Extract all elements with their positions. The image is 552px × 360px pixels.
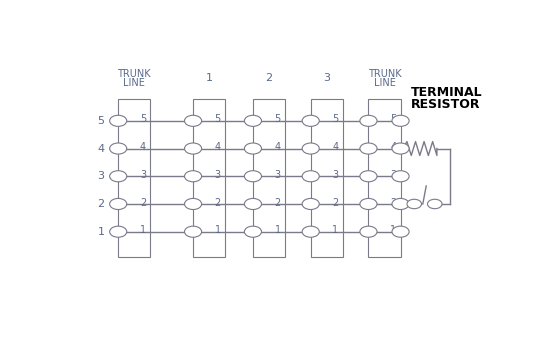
Circle shape bbox=[245, 198, 262, 210]
Text: 3: 3 bbox=[275, 170, 281, 180]
Text: 2: 2 bbox=[215, 198, 221, 208]
Text: 4: 4 bbox=[140, 142, 146, 152]
Circle shape bbox=[245, 226, 262, 237]
Text: 4: 4 bbox=[215, 142, 221, 152]
Text: 1: 1 bbox=[275, 225, 281, 235]
Circle shape bbox=[245, 171, 262, 182]
Text: 1: 1 bbox=[332, 225, 338, 235]
Bar bbox=[118, 99, 150, 257]
Text: 1: 1 bbox=[98, 227, 104, 237]
Circle shape bbox=[302, 226, 319, 237]
Circle shape bbox=[407, 199, 422, 209]
Text: TERMINAL: TERMINAL bbox=[411, 86, 483, 99]
Text: 1: 1 bbox=[205, 73, 213, 84]
Circle shape bbox=[302, 198, 319, 210]
Text: 2: 2 bbox=[332, 198, 338, 208]
Circle shape bbox=[184, 171, 201, 182]
Text: 3: 3 bbox=[323, 73, 330, 84]
Text: 5: 5 bbox=[332, 114, 338, 125]
Text: 3: 3 bbox=[215, 170, 221, 180]
Circle shape bbox=[392, 198, 409, 210]
Text: 4: 4 bbox=[275, 142, 281, 152]
Circle shape bbox=[392, 115, 409, 126]
Text: 2: 2 bbox=[390, 198, 396, 208]
Circle shape bbox=[392, 171, 409, 182]
Circle shape bbox=[360, 171, 377, 182]
Bar bbox=[253, 99, 285, 257]
Text: 2: 2 bbox=[140, 198, 146, 208]
Text: 2: 2 bbox=[266, 73, 273, 84]
Circle shape bbox=[302, 143, 319, 154]
Circle shape bbox=[360, 115, 377, 126]
Circle shape bbox=[302, 115, 319, 126]
Circle shape bbox=[245, 115, 262, 126]
Circle shape bbox=[184, 143, 201, 154]
Text: 4: 4 bbox=[390, 142, 396, 152]
Circle shape bbox=[392, 226, 409, 237]
Text: 5: 5 bbox=[274, 114, 281, 125]
Circle shape bbox=[302, 171, 319, 182]
Circle shape bbox=[184, 115, 201, 126]
Text: 5: 5 bbox=[390, 114, 396, 125]
Circle shape bbox=[427, 199, 442, 209]
Text: 5: 5 bbox=[140, 114, 146, 125]
Text: 3: 3 bbox=[390, 170, 396, 180]
Text: 3: 3 bbox=[98, 171, 104, 181]
Text: TRUNK: TRUNK bbox=[118, 69, 151, 79]
Circle shape bbox=[245, 143, 262, 154]
Circle shape bbox=[110, 115, 127, 126]
Text: 1: 1 bbox=[215, 225, 221, 235]
Circle shape bbox=[110, 226, 127, 237]
Bar bbox=[369, 99, 401, 257]
Bar bbox=[311, 99, 343, 257]
Circle shape bbox=[360, 226, 377, 237]
Text: RESISTOR: RESISTOR bbox=[411, 98, 481, 111]
Text: 4: 4 bbox=[332, 142, 338, 152]
Text: 3: 3 bbox=[140, 170, 146, 180]
Circle shape bbox=[184, 198, 201, 210]
Circle shape bbox=[184, 226, 201, 237]
Text: TRUNK: TRUNK bbox=[368, 69, 401, 79]
Text: LINE: LINE bbox=[374, 77, 395, 87]
Circle shape bbox=[110, 198, 127, 210]
Text: LINE: LINE bbox=[123, 77, 145, 87]
Bar bbox=[193, 99, 225, 257]
Text: 2: 2 bbox=[98, 199, 105, 209]
Text: 1: 1 bbox=[390, 225, 396, 235]
Text: 5: 5 bbox=[98, 116, 104, 126]
Circle shape bbox=[360, 143, 377, 154]
Circle shape bbox=[110, 143, 127, 154]
Text: 5: 5 bbox=[215, 114, 221, 125]
Text: 1: 1 bbox=[140, 225, 146, 235]
Text: 2: 2 bbox=[274, 198, 281, 208]
Text: 4: 4 bbox=[98, 144, 105, 153]
Circle shape bbox=[110, 171, 127, 182]
Text: 3: 3 bbox=[332, 170, 338, 180]
Circle shape bbox=[360, 198, 377, 210]
Circle shape bbox=[392, 143, 409, 154]
